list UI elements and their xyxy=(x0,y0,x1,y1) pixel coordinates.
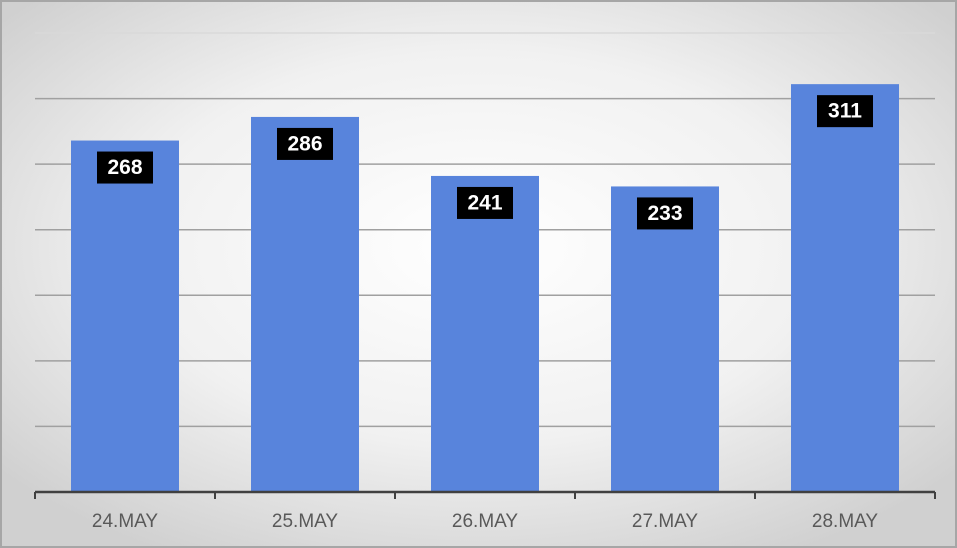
bar xyxy=(611,186,719,493)
data-label: 268 xyxy=(107,156,142,179)
data-label-box xyxy=(97,151,153,184)
data-label: 286 xyxy=(287,132,322,155)
bar xyxy=(71,140,179,492)
data-label-box xyxy=(817,95,873,128)
data-label: 311 xyxy=(828,100,862,123)
bar xyxy=(431,175,539,492)
bar xyxy=(791,84,899,492)
data-label: 241 xyxy=(467,191,502,214)
x-tick-label: 24.MAY xyxy=(92,511,159,532)
data-label-box xyxy=(457,186,513,219)
x-tick-label: 28.MAY xyxy=(812,511,879,532)
x-tick-label: 25.MAY xyxy=(272,511,339,532)
x-tick-label: 27.MAY xyxy=(632,511,699,532)
data-label-box xyxy=(277,127,333,160)
data-label-box xyxy=(637,197,693,230)
x-tick-label: 26.MAY xyxy=(452,511,519,532)
data-label: 233 xyxy=(647,202,682,225)
bar xyxy=(251,116,359,492)
